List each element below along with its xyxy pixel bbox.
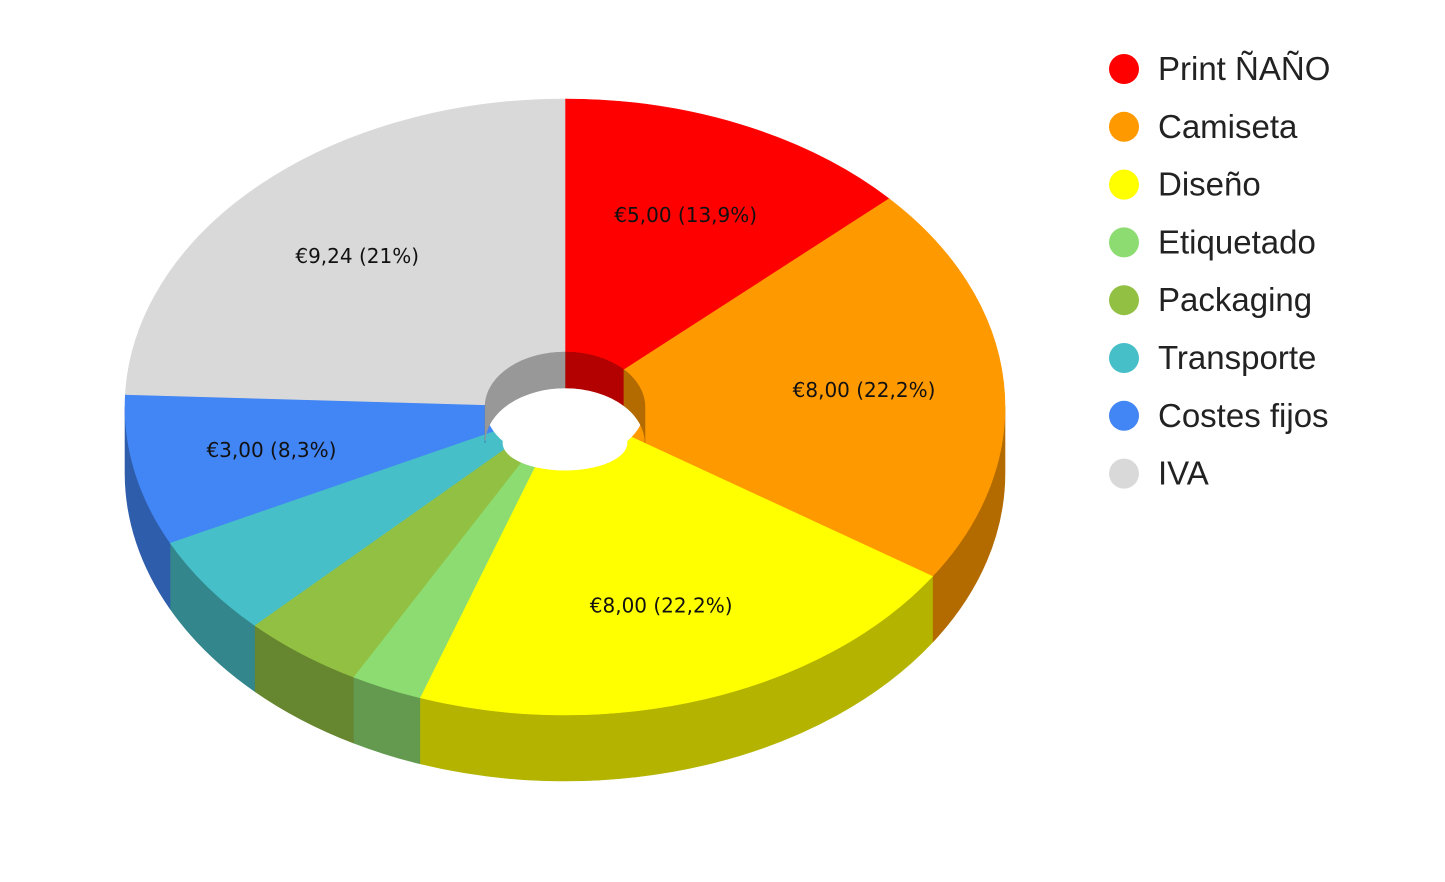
slice-label-camiseta: €8,00 (22,2%) xyxy=(793,378,936,402)
slice-label-costes-fijos: €3,00 (8,3%) xyxy=(206,438,336,462)
legend-item-transporte[interactable]: Transporte xyxy=(1158,339,1316,376)
legend-item-iva[interactable]: IVA xyxy=(1158,455,1209,492)
legend-marker-camiseta xyxy=(1109,111,1139,142)
hole-wall-camiseta xyxy=(623,369,646,444)
legend-marker-etiquetado xyxy=(1109,227,1139,258)
donut-hole xyxy=(484,351,646,471)
legend-item-print-nano[interactable]: Print ÑAÑO xyxy=(1158,50,1330,87)
legend-marker-diseno xyxy=(1109,169,1139,200)
legend-item-etiquetado[interactable]: Etiquetado xyxy=(1158,223,1316,260)
hole-wall-iva xyxy=(484,351,566,441)
legend-item-diseno[interactable]: Diseño xyxy=(1158,166,1261,203)
legend: Print ÑAÑO Camiseta Diseño Etiquetado Packag… xyxy=(1109,50,1330,492)
pie-side-walls xyxy=(124,406,1006,782)
legend-marker-packaging xyxy=(1109,285,1139,316)
slice-label-iva: €9,24 (21%) xyxy=(295,244,419,268)
legend-item-camiseta[interactable]: Camiseta xyxy=(1158,108,1298,145)
legend-marker-print-nano xyxy=(1109,54,1139,84)
legend-item-costes-fijos[interactable]: Costes fijos xyxy=(1158,397,1329,434)
legend-item-packaging[interactable]: Packaging xyxy=(1158,281,1312,318)
slice-label-print-nano: €5,00 (13,9%) xyxy=(614,203,757,227)
slice-label-diseno: €8,00 (22,2%) xyxy=(590,593,733,617)
slice-labels: €5,00 (13,9%) €8,00 (22,2%) €8,00 (22,2%) €… xyxy=(206,203,935,617)
pie-top-faces xyxy=(124,98,1006,716)
legend-marker-iva xyxy=(1109,458,1139,489)
legend-marker-costes-fijos xyxy=(1109,400,1139,431)
legend-marker-transporte xyxy=(1109,343,1139,373)
hole-opening xyxy=(502,415,628,471)
